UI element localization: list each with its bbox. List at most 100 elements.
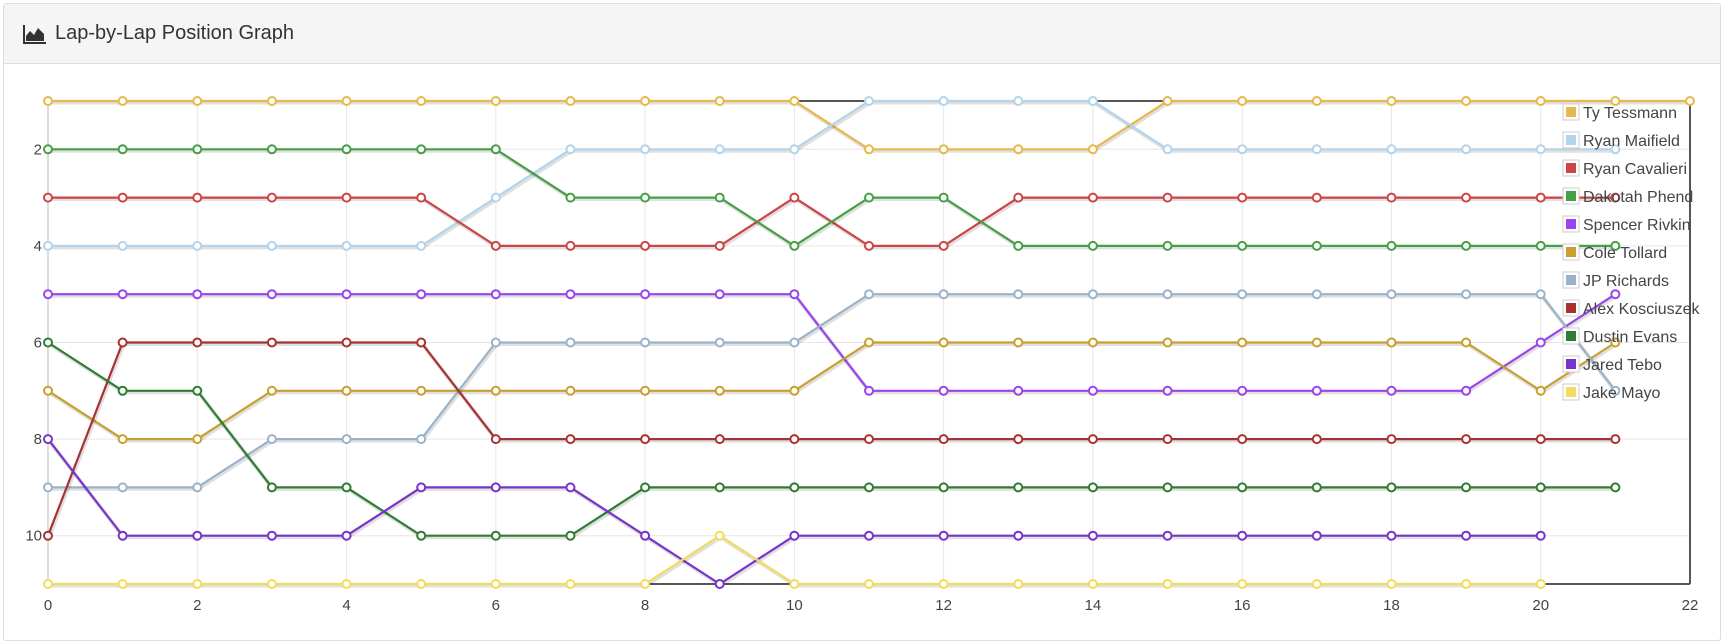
legend-swatch — [1566, 163, 1576, 173]
data-point — [43, 96, 53, 106]
data-point — [1311, 96, 1322, 106]
data-point — [938, 579, 949, 589]
data-point — [1162, 192, 1173, 203]
data-point — [565, 385, 576, 396]
data-point — [1610, 434, 1621, 445]
data-point — [1610, 144, 1621, 155]
data-point — [266, 434, 277, 445]
y-tick-label: 6 — [34, 335, 42, 352]
legend-swatch — [1566, 191, 1576, 201]
data-point — [43, 144, 53, 155]
legend-label: Dustin Evans — [1583, 329, 1677, 346]
data-point — [1162, 482, 1173, 493]
legend-swatch — [1566, 275, 1576, 285]
legend-label: Ryan Maifield — [1583, 133, 1680, 150]
data-point — [266, 579, 277, 589]
data-point — [938, 482, 949, 493]
data-point — [565, 579, 576, 589]
data-point — [938, 192, 949, 203]
data-point — [490, 482, 501, 493]
data-point — [640, 337, 651, 348]
data-point — [43, 579, 53, 589]
data-point — [1162, 240, 1173, 251]
panel-title: Lap-by-Lap Position Graph — [55, 22, 295, 44]
data-point — [1237, 240, 1248, 251]
data-point — [565, 434, 576, 445]
series-line — [46, 341, 1616, 537]
data-point — [1386, 385, 1397, 396]
data-point — [1461, 385, 1472, 396]
legend-label: Ryan Cavalieri — [1583, 161, 1687, 178]
data-point — [1013, 289, 1024, 300]
data-point — [640, 96, 651, 106]
x-tick-label: 6 — [492, 597, 500, 614]
data-point — [416, 482, 427, 493]
data-point — [1386, 482, 1397, 493]
data-point — [1013, 96, 1024, 106]
data-point — [789, 289, 800, 300]
data-point — [714, 385, 725, 396]
data-point — [1087, 240, 1098, 251]
data-point — [1162, 144, 1173, 155]
data-point — [1386, 289, 1397, 300]
data-point — [490, 192, 501, 203]
series-line — [48, 148, 1616, 248]
series-shadow — [47, 342, 1618, 443]
data-point — [789, 434, 800, 445]
data-point — [1311, 579, 1322, 589]
data-point — [117, 240, 128, 251]
data-point — [640, 385, 651, 396]
data-point — [1535, 96, 1546, 106]
data-point — [640, 434, 651, 445]
data-point — [43, 240, 53, 251]
data-point — [1311, 192, 1322, 203]
data-point — [416, 96, 427, 106]
data-point — [1461, 240, 1472, 251]
data-point — [714, 96, 725, 106]
series-shadow — [49, 293, 1618, 491]
data-point — [1162, 96, 1173, 106]
data-point — [43, 434, 53, 445]
data-point — [1386, 434, 1397, 445]
data-point — [938, 530, 949, 541]
data-point — [1237, 434, 1248, 445]
data-point — [1311, 482, 1322, 493]
data-point — [1535, 337, 1546, 348]
series-shadow — [49, 100, 1617, 250]
data-point — [1087, 385, 1098, 396]
data-point — [341, 289, 352, 300]
x-tick-label: 4 — [342, 597, 350, 614]
data-point — [1237, 337, 1248, 348]
data-point — [192, 289, 203, 300]
data-point — [266, 144, 277, 155]
data-point — [490, 337, 501, 348]
data-point — [1237, 96, 1248, 106]
data-point — [117, 482, 128, 493]
data-point — [416, 434, 427, 445]
data-point — [416, 192, 427, 203]
data-point — [43, 385, 53, 396]
data-point — [1162, 337, 1173, 348]
data-point — [864, 192, 874, 203]
data-point — [1685, 96, 1695, 106]
data-point — [1461, 434, 1472, 445]
data-point — [341, 579, 352, 589]
data-point — [1013, 385, 1024, 396]
data-point — [1087, 434, 1098, 445]
data-point — [416, 579, 427, 589]
y-tick-label: 4 — [34, 238, 42, 255]
data-point — [266, 96, 277, 106]
data-point — [416, 240, 427, 251]
data-point — [341, 240, 352, 251]
data-point — [1610, 96, 1621, 106]
data-point — [1311, 240, 1322, 251]
data-point — [1311, 385, 1322, 396]
data-point — [1162, 579, 1173, 589]
data-point — [789, 579, 800, 589]
data-point — [1311, 144, 1322, 155]
data-point — [192, 240, 203, 251]
legend-label: Ty Tessmann — [1583, 105, 1677, 122]
data-point — [864, 240, 874, 251]
data-point — [416, 289, 427, 300]
series-shadow — [49, 534, 1542, 588]
